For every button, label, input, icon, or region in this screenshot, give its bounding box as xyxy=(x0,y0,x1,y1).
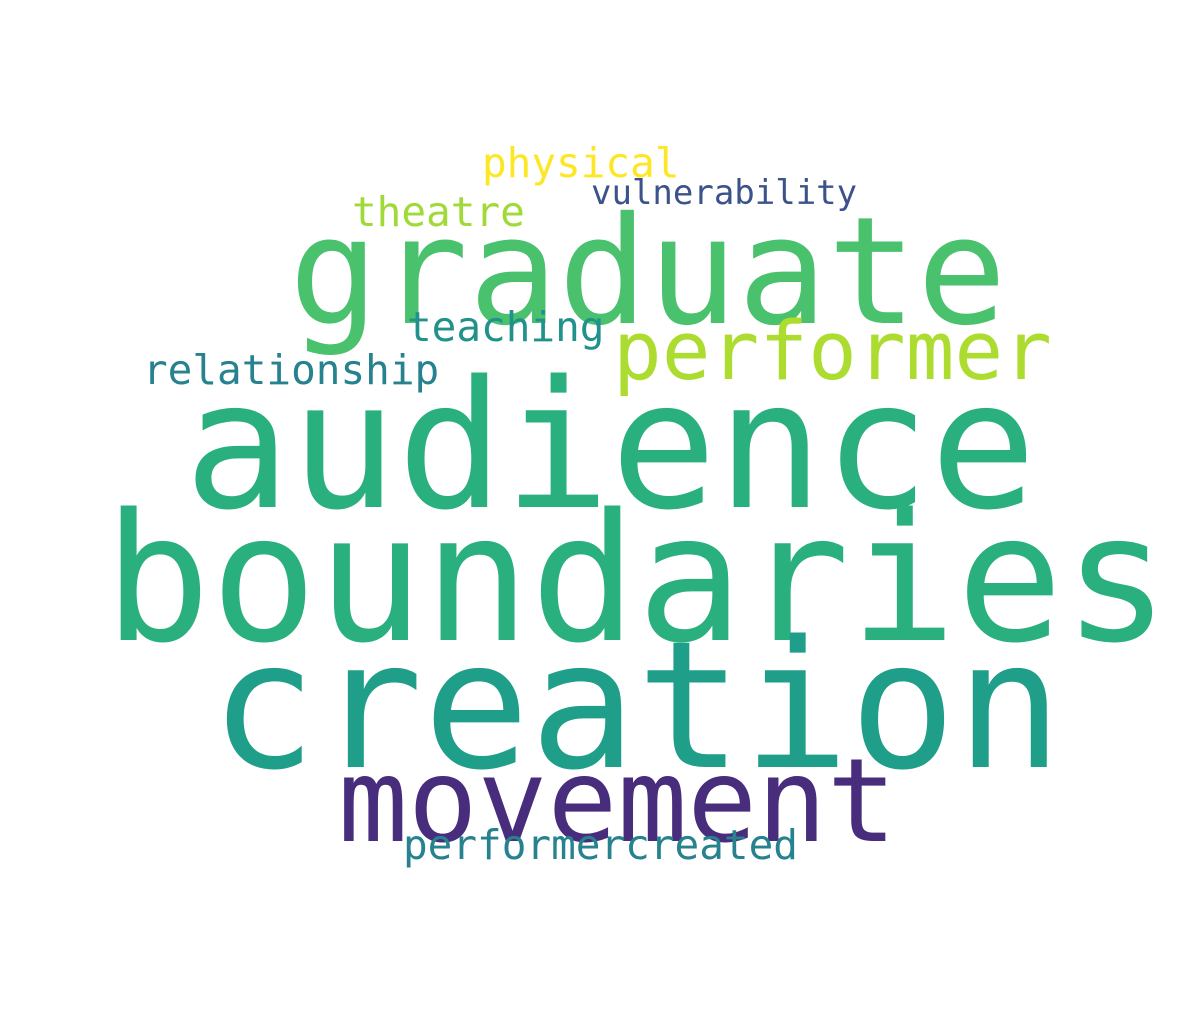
word-movement: movement xyxy=(338,734,897,869)
word-relationship: relationship xyxy=(143,346,440,394)
word-audience: audience xyxy=(184,343,1037,549)
word-boundaries: boundaries xyxy=(104,476,1170,682)
word-theatre: theatre xyxy=(352,188,525,236)
word-performer: performer xyxy=(613,305,1052,399)
word-teaching: teaching xyxy=(407,303,605,351)
word-creation: creation xyxy=(210,603,1063,809)
word-physical: physical xyxy=(482,139,680,187)
word-graduate: graduate xyxy=(289,186,1007,359)
word-vulnerability: vulnerability xyxy=(591,173,858,213)
word-performercreated: performercreated xyxy=(403,821,798,869)
